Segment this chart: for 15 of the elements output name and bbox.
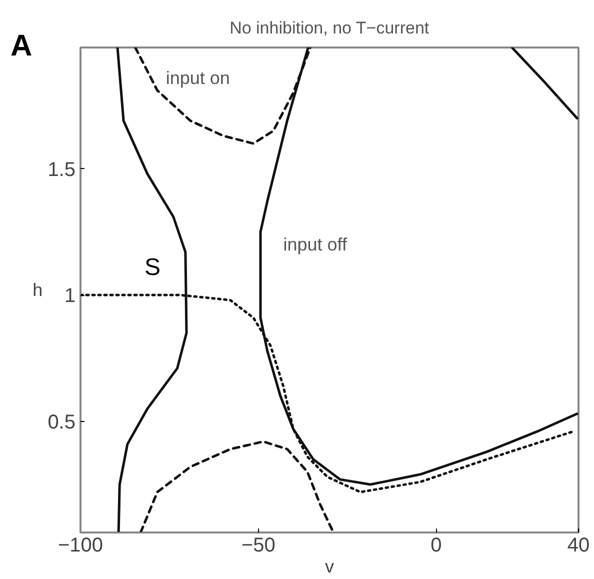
y-tick-label: 1 (64, 285, 76, 308)
x-tick-label: −50 (241, 534, 276, 556)
x-tick-label: −100 (58, 534, 104, 556)
text: A (10, 30, 32, 62)
x-tick-label: 0 (430, 534, 442, 556)
y-tick-label: 1.5 (48, 158, 76, 181)
annotation: input off (283, 234, 348, 255)
y-axis-title: h (32, 280, 43, 300)
y-tick-label: 0.5 (48, 411, 76, 434)
x-axis-title: v (325, 556, 334, 576)
annotation: input on (166, 68, 230, 88)
x-tick-label: 40 (567, 534, 590, 556)
line-series (139, 440, 335, 532)
annotation: S (144, 254, 161, 281)
chart-title: No inhibition, no T−current (230, 18, 430, 38)
